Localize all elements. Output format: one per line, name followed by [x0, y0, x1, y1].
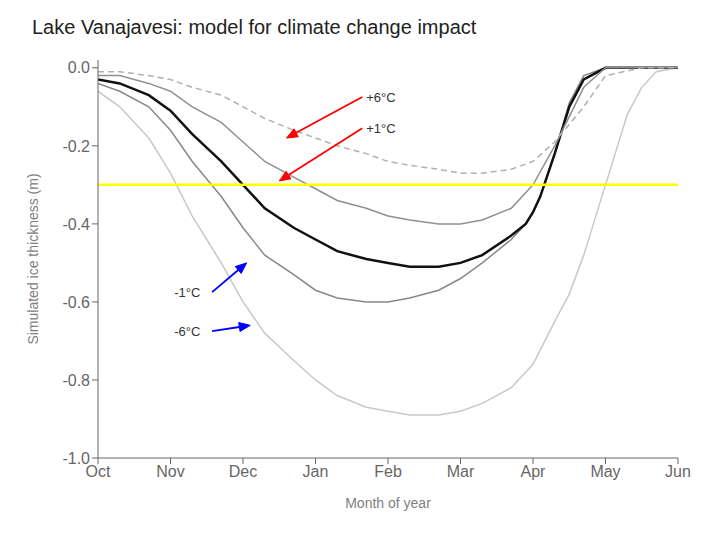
- svg-text:Apr: Apr: [521, 463, 547, 480]
- html-text:Lake Vanajavesi: model for cli: Lake Vanajavesi: model for climate chang…: [32, 16, 477, 38]
- svg-text:-0.6: -0.6: [62, 294, 90, 311]
- svg-text:-1.0: -1.0: [62, 450, 90, 467]
- svg-text:May: May: [590, 463, 620, 480]
- svg-text:+6°C: +6°C: [366, 90, 395, 105]
- svg-text:-0.8: -0.8: [62, 372, 90, 389]
- svg-text:-0.4: -0.4: [62, 216, 90, 233]
- svg-text:Feb: Feb: [374, 463, 402, 480]
- svg-text:-1°C: -1°C: [174, 285, 200, 300]
- svg-text:Dec: Dec: [229, 463, 257, 480]
- svg-text:Simulated ice thickness (m): Simulated ice thickness (m): [25, 173, 41, 344]
- svg-text:-6°C: -6°C: [174, 324, 200, 339]
- svg-text:0.0: 0.0: [68, 59, 90, 76]
- svg-text:-0.2: -0.2: [62, 138, 90, 155]
- svg-text:+1°C: +1°C: [366, 121, 395, 136]
- svg-text:Mar: Mar: [447, 463, 475, 480]
- svg-text:Month of year: Month of year: [345, 495, 431, 511]
- svg-text:Jun: Jun: [665, 463, 691, 480]
- svg-text:Oct: Oct: [85, 463, 111, 481]
- svg-text:Jan: Jan: [303, 463, 329, 480]
- svg-text:Nov: Nov: [156, 463, 184, 480]
